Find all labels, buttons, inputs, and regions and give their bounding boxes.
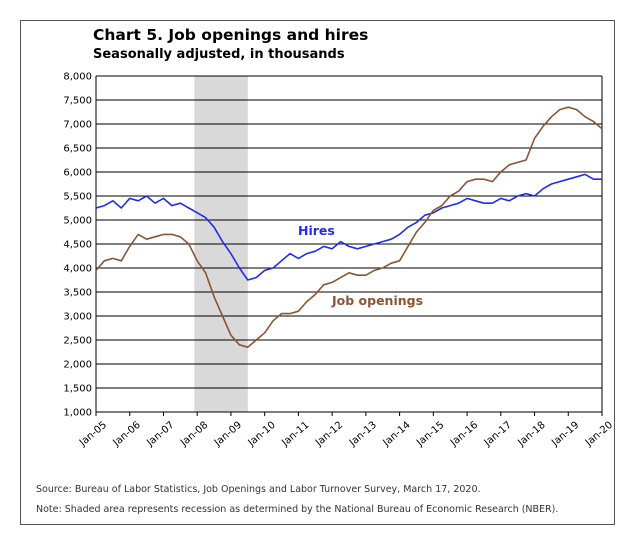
chart-subtitle: Seasonally adjusted, in thousands <box>93 47 345 62</box>
source-note: Source: Bureau of Labor Statistics, Job … <box>36 484 481 495</box>
job-openings-series-line <box>95 106 603 349</box>
y-tick-label: 8,000 <box>63 72 92 83</box>
x-tick-label: Jan-20 <box>583 420 615 449</box>
x-tick-label: Jan-11 <box>279 420 311 449</box>
line-chart: 1,000 1,500 2,000 2,500 3,000 3,500 4,000 4,500… <box>63 72 615 450</box>
x-tick-label: Jan-07 <box>144 420 176 449</box>
x-tick-label: Jan-05 <box>77 420 109 449</box>
y-tick-label: 7,000 <box>63 120 92 131</box>
chart-frame <box>20 20 615 525</box>
chart-title: Chart 5. Job openings and hires <box>93 26 369 44</box>
x-tick-label: Jan-15 <box>414 420 446 449</box>
y-tick-label: 6,000 <box>63 168 92 179</box>
y-tick-label: 5,500 <box>63 192 92 203</box>
x-tick-label: Jan-13 <box>347 420 379 449</box>
y-tick-label: 3,500 <box>63 288 92 299</box>
x-tick-label: Jan-14 <box>381 420 413 449</box>
y-tick-label: 7,500 <box>63 96 92 107</box>
x-tick-label: Jan-08 <box>178 420 210 449</box>
x-tick-label: Jan-18 <box>515 420 547 449</box>
y-tick-label: 6,500 <box>63 144 92 155</box>
hires-series-line <box>95 173 602 281</box>
hires-series-label: Hires <box>298 223 335 238</box>
x-tick-label: Jan-16 <box>448 420 480 449</box>
x-tick-label: Jan-12 <box>313 420 345 449</box>
y-tick-label: 1,000 <box>63 408 92 419</box>
y-tick-label: 4,000 <box>63 264 92 275</box>
x-tick-label: Jan-17 <box>482 420 514 449</box>
x-tick-label: Jan-06 <box>111 420 143 449</box>
x-tick-label: Jan-19 <box>549 420 581 449</box>
x-tick-label: Jan-10 <box>246 420 278 449</box>
y-tick-label: 2,500 <box>63 336 92 347</box>
y-tick-label: 4,500 <box>63 240 92 251</box>
y-tick-label: 1,500 <box>63 384 92 395</box>
x-tick-label: Jan-09 <box>212 420 244 449</box>
y-tick-label: 3,000 <box>63 312 92 323</box>
job-openings-series-label: Job openings <box>331 293 423 308</box>
y-tick-label: 5,000 <box>63 216 92 227</box>
recession-note: Note: Shaded area represents recession a… <box>36 504 559 515</box>
y-tick-label: 2,000 <box>63 360 92 371</box>
